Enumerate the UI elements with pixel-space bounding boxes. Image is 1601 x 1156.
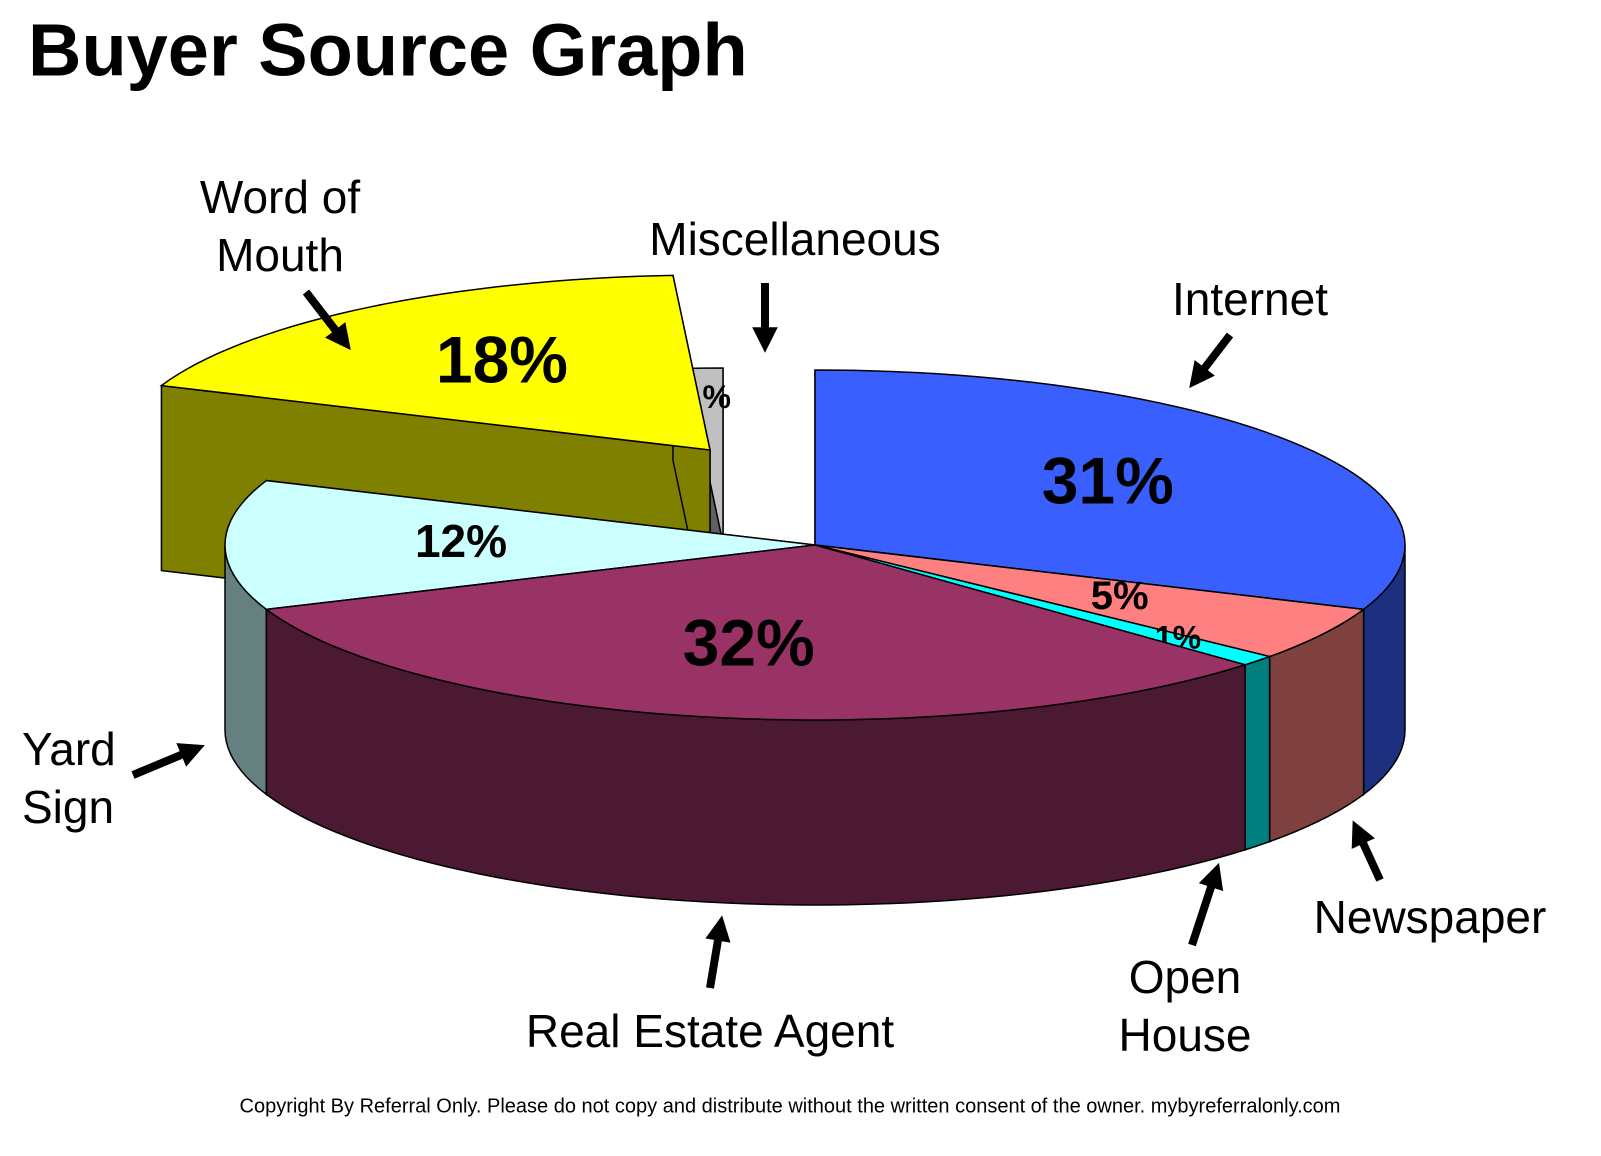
chart-title: Buyer Source Graph (28, 9, 748, 92)
category-label: Internet (1172, 273, 1328, 325)
arrow (1189, 332, 1234, 389)
category-label: Word of Mouth (199, 171, 361, 281)
value-label: 5% (1091, 574, 1149, 618)
category-label: Open House (1118, 951, 1252, 1061)
category-label: Newspaper (1313, 891, 1547, 943)
arrow (131, 743, 205, 779)
category-label: Miscellaneous (649, 213, 941, 265)
slice (814, 544, 1366, 658)
slice (224, 479, 816, 611)
value-label: 32% (683, 606, 815, 680)
value-label: 31% (1042, 443, 1174, 517)
slice (159, 274, 711, 451)
category-label: Real Estate Agent (525, 1005, 895, 1057)
slice (814, 369, 1406, 611)
value-label: 18% (436, 322, 568, 396)
slice-wall (1244, 655, 1271, 851)
category-label: Yard Sign (22, 723, 116, 833)
arrow (302, 289, 351, 351)
arrow (1351, 820, 1384, 882)
footnote: Copyright By Referral Only. Please do no… (240, 1095, 1341, 1117)
slice (264, 544, 1248, 721)
arrow (1188, 862, 1224, 947)
value-label: 12% (415, 515, 507, 567)
arrow (705, 915, 731, 989)
